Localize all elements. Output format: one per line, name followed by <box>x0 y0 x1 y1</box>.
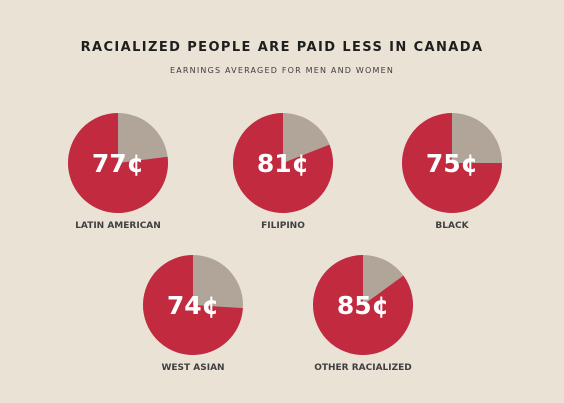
pie-category-label-filipino: FILIPINO <box>261 221 305 231</box>
pie-other-racialized: 85¢ OTHER RACIALIZED <box>312 255 413 373</box>
pie-category-label-latin-american: LATIN AMERICAN <box>75 221 161 231</box>
pie-share-slice-other-racialized <box>312 255 413 356</box>
pie-share-slice-black <box>402 113 502 213</box>
pie-filipino: 81¢ FILIPINO <box>233 113 334 231</box>
pie-west-asian: 74¢ WEST ASIAN <box>142 254 243 373</box>
pie-share-slice-filipino <box>233 113 334 213</box>
chart-subtitle: EARNINGS AVERAGED FOR MEN AND WOMEN <box>169 66 395 75</box>
pie-value-label-filipino: 81¢ <box>257 149 309 178</box>
chart-title: RACIALIZED PEOPLE ARE PAID LESS IN CANAD… <box>80 40 484 55</box>
pie-black: 75¢ BLACK <box>402 113 502 231</box>
pie-category-label-west-asian: WEST ASIAN <box>161 363 224 373</box>
pie-share-slice-latin-american <box>68 113 169 213</box>
pie-value-label-west-asian: 74¢ <box>167 291 219 320</box>
pie-value-label-other-racialized: 85¢ <box>337 291 389 320</box>
pie-category-label-other-racialized: OTHER RACIALIZED <box>314 363 412 373</box>
pie-value-label-black: 75¢ <box>426 149 478 178</box>
pie-category-label-black: BLACK <box>435 221 469 231</box>
pie-value-label-latin-american: 77¢ <box>92 149 144 178</box>
pie-share-slice-west-asian <box>142 254 243 355</box>
pie-latin-american: 77¢ LATIN AMERICAN <box>68 113 169 231</box>
